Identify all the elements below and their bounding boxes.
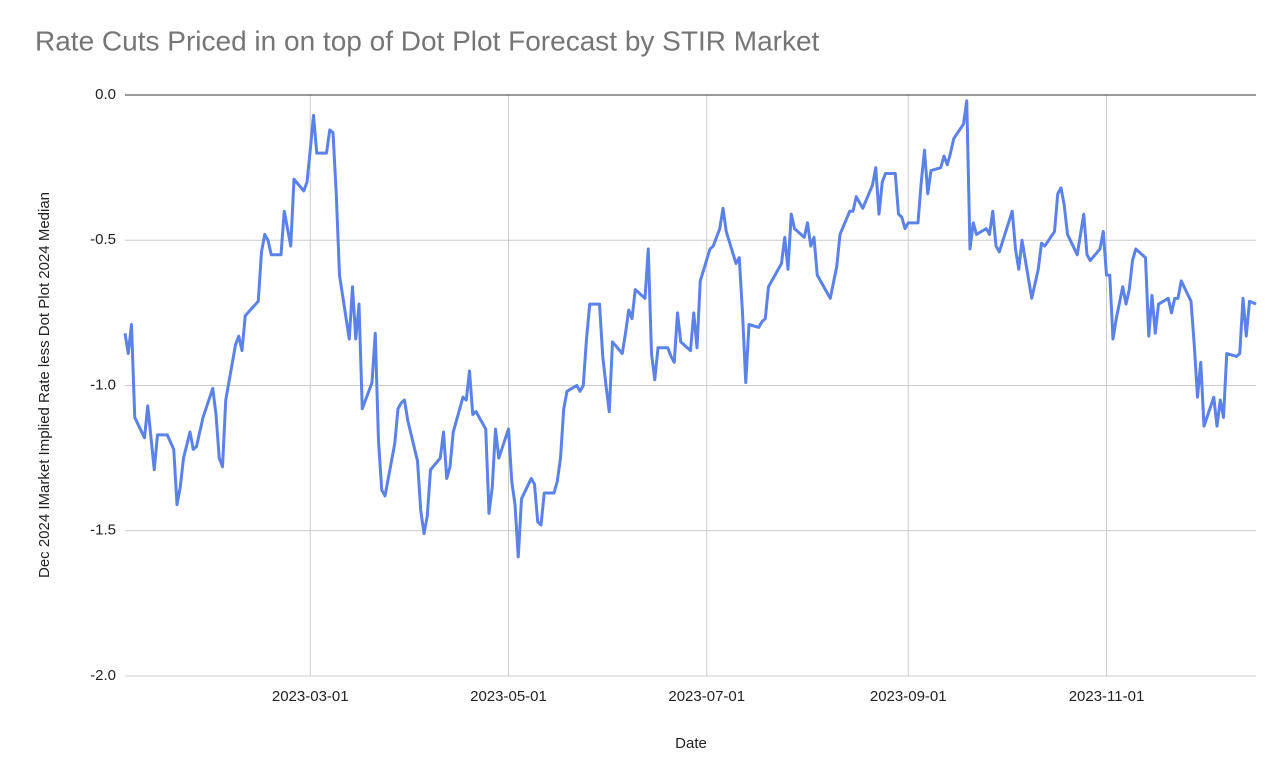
x-tick-label: 2023-09-01 <box>870 688 947 705</box>
y-tick-label: -1.0 <box>90 376 116 393</box>
y-tick-label: -2.0 <box>90 667 116 684</box>
y-tick-label: -0.5 <box>90 231 116 248</box>
y-tick-label: -1.5 <box>90 522 116 539</box>
x-tick-label: 2023-11-01 <box>1069 688 1145 705</box>
y-axis-label: Dec 2024 IMarket Implied Rate less Dot P… <box>36 192 53 578</box>
x-tick-label: 2023-03-01 <box>272 688 349 705</box>
x-tick-label: 2023-05-01 <box>470 688 547 705</box>
x-tick-label: 2023-07-01 <box>668 688 745 705</box>
chart-title: Rate Cuts Priced in on top of Dot Plot F… <box>35 25 820 56</box>
data-line <box>123 99 1257 559</box>
x-axis-label: Date <box>675 735 707 752</box>
y-tick-label: 0.0 <box>95 86 116 103</box>
